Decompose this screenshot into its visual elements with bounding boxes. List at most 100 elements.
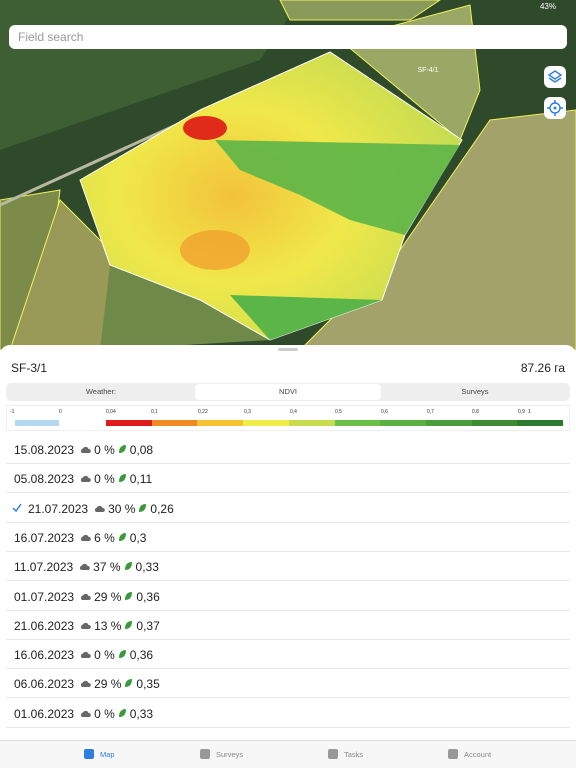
- search-field[interactable]: Field search: [9, 25, 567, 49]
- cloud-cover: 29 %: [94, 589, 122, 604]
- date-row[interactable]: 16.07.2023 6 % 0,3: [6, 523, 570, 552]
- date-row[interactable]: 01.07.2023 29 % 0,36: [6, 582, 570, 611]
- date-row[interactable]: 11.07.2023 37 % 0,33: [6, 552, 570, 582]
- date: 01.07.2023: [14, 589, 75, 604]
- layers-button[interactable]: [544, 66, 566, 88]
- field: [279, 0, 441, 21]
- leaf-icon: [124, 677, 133, 691]
- cloud-icon: [80, 590, 91, 604]
- ndvi-value: 0,33: [129, 706, 154, 721]
- cloud-icon: [80, 531, 91, 545]
- row-content: 06.06.2023 29 % 0,35: [14, 677, 160, 691]
- field-name: SF-3/1: [11, 361, 48, 375]
- tab-icon[interactable]: [200, 749, 210, 759]
- cloud-icon: [80, 707, 91, 721]
- cloud-cover: 0 %: [94, 443, 115, 457]
- ndvi-zone: [215, 140, 460, 235]
- ndvi-zone: [183, 116, 227, 140]
- date: 15.08.2023: [14, 443, 75, 457]
- date-row[interactable]: 06.06.2023 29 % 0,35: [6, 669, 570, 699]
- legend-label: 0,5: [335, 409, 342, 415]
- date-row[interactable]: 16.06.2023 0 % 0,36: [6, 640, 570, 670]
- ndvi-zone: [180, 230, 250, 270]
- date: 05.08.2023: [14, 472, 75, 487]
- leaf-icon: [138, 502, 147, 516]
- legend-label: 0,3: [244, 409, 251, 415]
- battery: 43%: [539, 2, 556, 11]
- segmented-control: Weather: NDVI Surveys: [6, 383, 570, 401]
- ndvi-value: 0,08: [129, 443, 154, 457]
- legend-label: 0,6: [381, 409, 388, 415]
- cloud-cover: 13 %: [94, 618, 122, 633]
- legend-swatch: [288, 420, 335, 426]
- row-content: 01.06.2023 0 % 0,33: [14, 707, 153, 721]
- ndvi-value: 0,37: [136, 618, 160, 633]
- legend-label: 1: [528, 409, 531, 415]
- date-row[interactable]: 21.07.2023 30 % 0,26: [6, 494, 570, 523]
- ndvi-value: 0,26: [150, 501, 174, 516]
- cloud-cover: 30 %: [108, 501, 136, 516]
- field-area: 87.26 га: [520, 361, 565, 375]
- check-icon: [12, 502, 22, 516]
- row-content: 05.08.2023 0 % 0,11: [14, 472, 152, 486]
- locate-icon: [547, 100, 563, 116]
- field: [9, 199, 121, 350]
- legend-swatch: [151, 420, 198, 426]
- tab-icon[interactable]: [84, 749, 94, 759]
- row-content: 15.08.2023 0 % 0,08: [14, 443, 153, 457]
- cloud-icon: [80, 648, 91, 662]
- bottom-sheet: SF-3/1 87.26 га Weather: NDVI Surveys -1…: [0, 345, 576, 740]
- segment[interactable]: Surveys: [461, 387, 489, 396]
- tab-label[interactable]: Surveys: [216, 750, 244, 759]
- date-row[interactable]: 21.06.2023 13 % 0,37: [6, 611, 570, 640]
- row-content: 16.06.2023 0 % 0,36: [14, 648, 153, 662]
- tab-label[interactable]: Map: [100, 750, 115, 759]
- legend-swatch: [106, 420, 152, 426]
- tab-icon[interactable]: [448, 749, 458, 759]
- map[interactable]: SF-4/1: [0, 0, 576, 350]
- leaf-icon: [118, 648, 127, 662]
- ndvi-legend: -1 0 0,04 0,1 0,22 0,3 0,4 0,5 0,6 0,7 0,8 0,9 1: [6, 405, 570, 431]
- segment[interactable]: Weather:: [85, 387, 117, 396]
- tab-icon[interactable]: [328, 749, 338, 759]
- ndvi-value: 0,33: [135, 560, 159, 575]
- locate-button[interactable]: [544, 97, 566, 119]
- ndvi-value: 0,11: [129, 472, 153, 487]
- date-row[interactable]: 05.08.2023 0 % 0,11: [6, 464, 570, 494]
- tab-bar: Map Surveys Tasks Account: [0, 740, 576, 768]
- segment-selected[interactable]: NDVI: [195, 384, 381, 400]
- date: 16.07.2023: [14, 530, 75, 545]
- legend-label: 0,9: [518, 409, 525, 415]
- legend-swatch: [425, 420, 472, 426]
- legend-swatch: [517, 420, 564, 426]
- date: 16.06.2023: [14, 648, 75, 663]
- leaf-icon: [118, 472, 127, 486]
- row-content: 21.06.2023 13 % 0,37: [14, 619, 160, 633]
- legend-label: 0,4: [290, 409, 297, 415]
- legend-label: 0,8: [472, 409, 479, 415]
- ndvi-value: 0,36: [129, 648, 154, 663]
- leaf-icon: [118, 443, 127, 457]
- cloud-icon: [80, 677, 91, 691]
- ndvi-field[interactable]: [79, 51, 463, 341]
- cloud-icon: [80, 472, 91, 486]
- date-row[interactable]: 15.08.2023 0 % 0,08: [6, 435, 570, 464]
- leaf-icon: [124, 619, 133, 633]
- cloud-cover: 0 %: [94, 472, 115, 487]
- tab-label[interactable]: Account: [464, 750, 492, 759]
- legend-swatch: [197, 420, 244, 426]
- date: 21.07.2023: [28, 501, 89, 516]
- cloud-cover: 29 %: [94, 677, 122, 692]
- legend-swatch: [15, 420, 59, 426]
- legend-label: 0,1: [151, 409, 158, 415]
- cloud-cover: 0 %: [94, 648, 115, 663]
- date: 11.07.2023: [14, 560, 74, 575]
- search-placeholder: Field search: [18, 30, 84, 44]
- field: [100, 265, 270, 350]
- ndvi-value: 0,3: [129, 530, 147, 545]
- date-row[interactable]: 01.06.2023 0 % 0,33: [6, 699, 570, 728]
- sheet-handle[interactable]: [278, 348, 298, 351]
- tab-label[interactable]: Tasks: [344, 750, 364, 759]
- legend-swatch: [243, 420, 290, 426]
